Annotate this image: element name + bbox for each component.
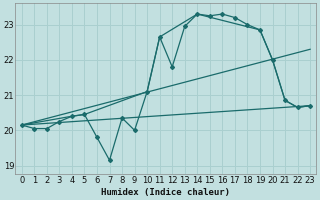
X-axis label: Humidex (Indice chaleur): Humidex (Indice chaleur): [101, 188, 230, 197]
